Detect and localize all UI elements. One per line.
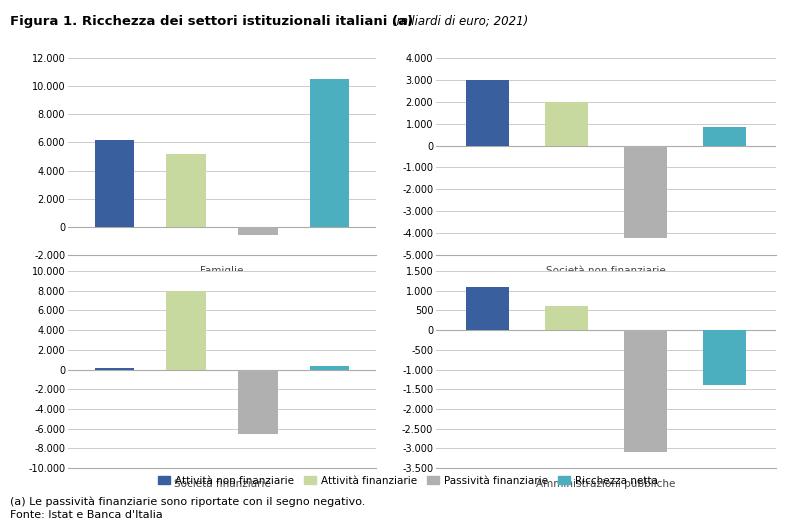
- Bar: [310, 79, 349, 227]
- Legend: Attività non finanziarie, Attività finanziarie, Passività finanziarie, Ricchezza: Attività non finanziarie, Attività finan…: [158, 476, 658, 486]
- Bar: [545, 306, 588, 330]
- Bar: [624, 146, 667, 238]
- Text: (a) Le passività finanziarie sono riportate con il segno negativo.: (a) Le passività finanziarie sono riport…: [10, 497, 365, 507]
- Bar: [466, 287, 509, 330]
- Bar: [466, 80, 509, 146]
- Bar: [310, 366, 349, 369]
- Text: Società finanziarie: Società finanziarie: [174, 479, 270, 489]
- Bar: [238, 227, 278, 236]
- Bar: [703, 330, 746, 385]
- Text: Figura 1. Ricchezza dei settori istituzionali italiani (a): Figura 1. Ricchezza dei settori istituzi…: [10, 15, 413, 28]
- Text: (miliardi di euro; 2021): (miliardi di euro; 2021): [392, 15, 528, 28]
- Text: Amministrazioni pubbliche: Amministrazioni pubbliche: [536, 479, 676, 489]
- Bar: [238, 369, 278, 433]
- Bar: [166, 154, 206, 227]
- Text: Società non finanziarie: Società non finanziarie: [546, 266, 666, 276]
- Bar: [95, 139, 134, 227]
- Bar: [545, 102, 588, 146]
- Text: Famiglie: Famiglie: [200, 266, 244, 276]
- Bar: [95, 368, 134, 369]
- Bar: [166, 290, 206, 369]
- Bar: [703, 127, 746, 146]
- Bar: [624, 330, 667, 452]
- Text: Fonte: Istat e Banca d'Italia: Fonte: Istat e Banca d'Italia: [10, 510, 162, 520]
